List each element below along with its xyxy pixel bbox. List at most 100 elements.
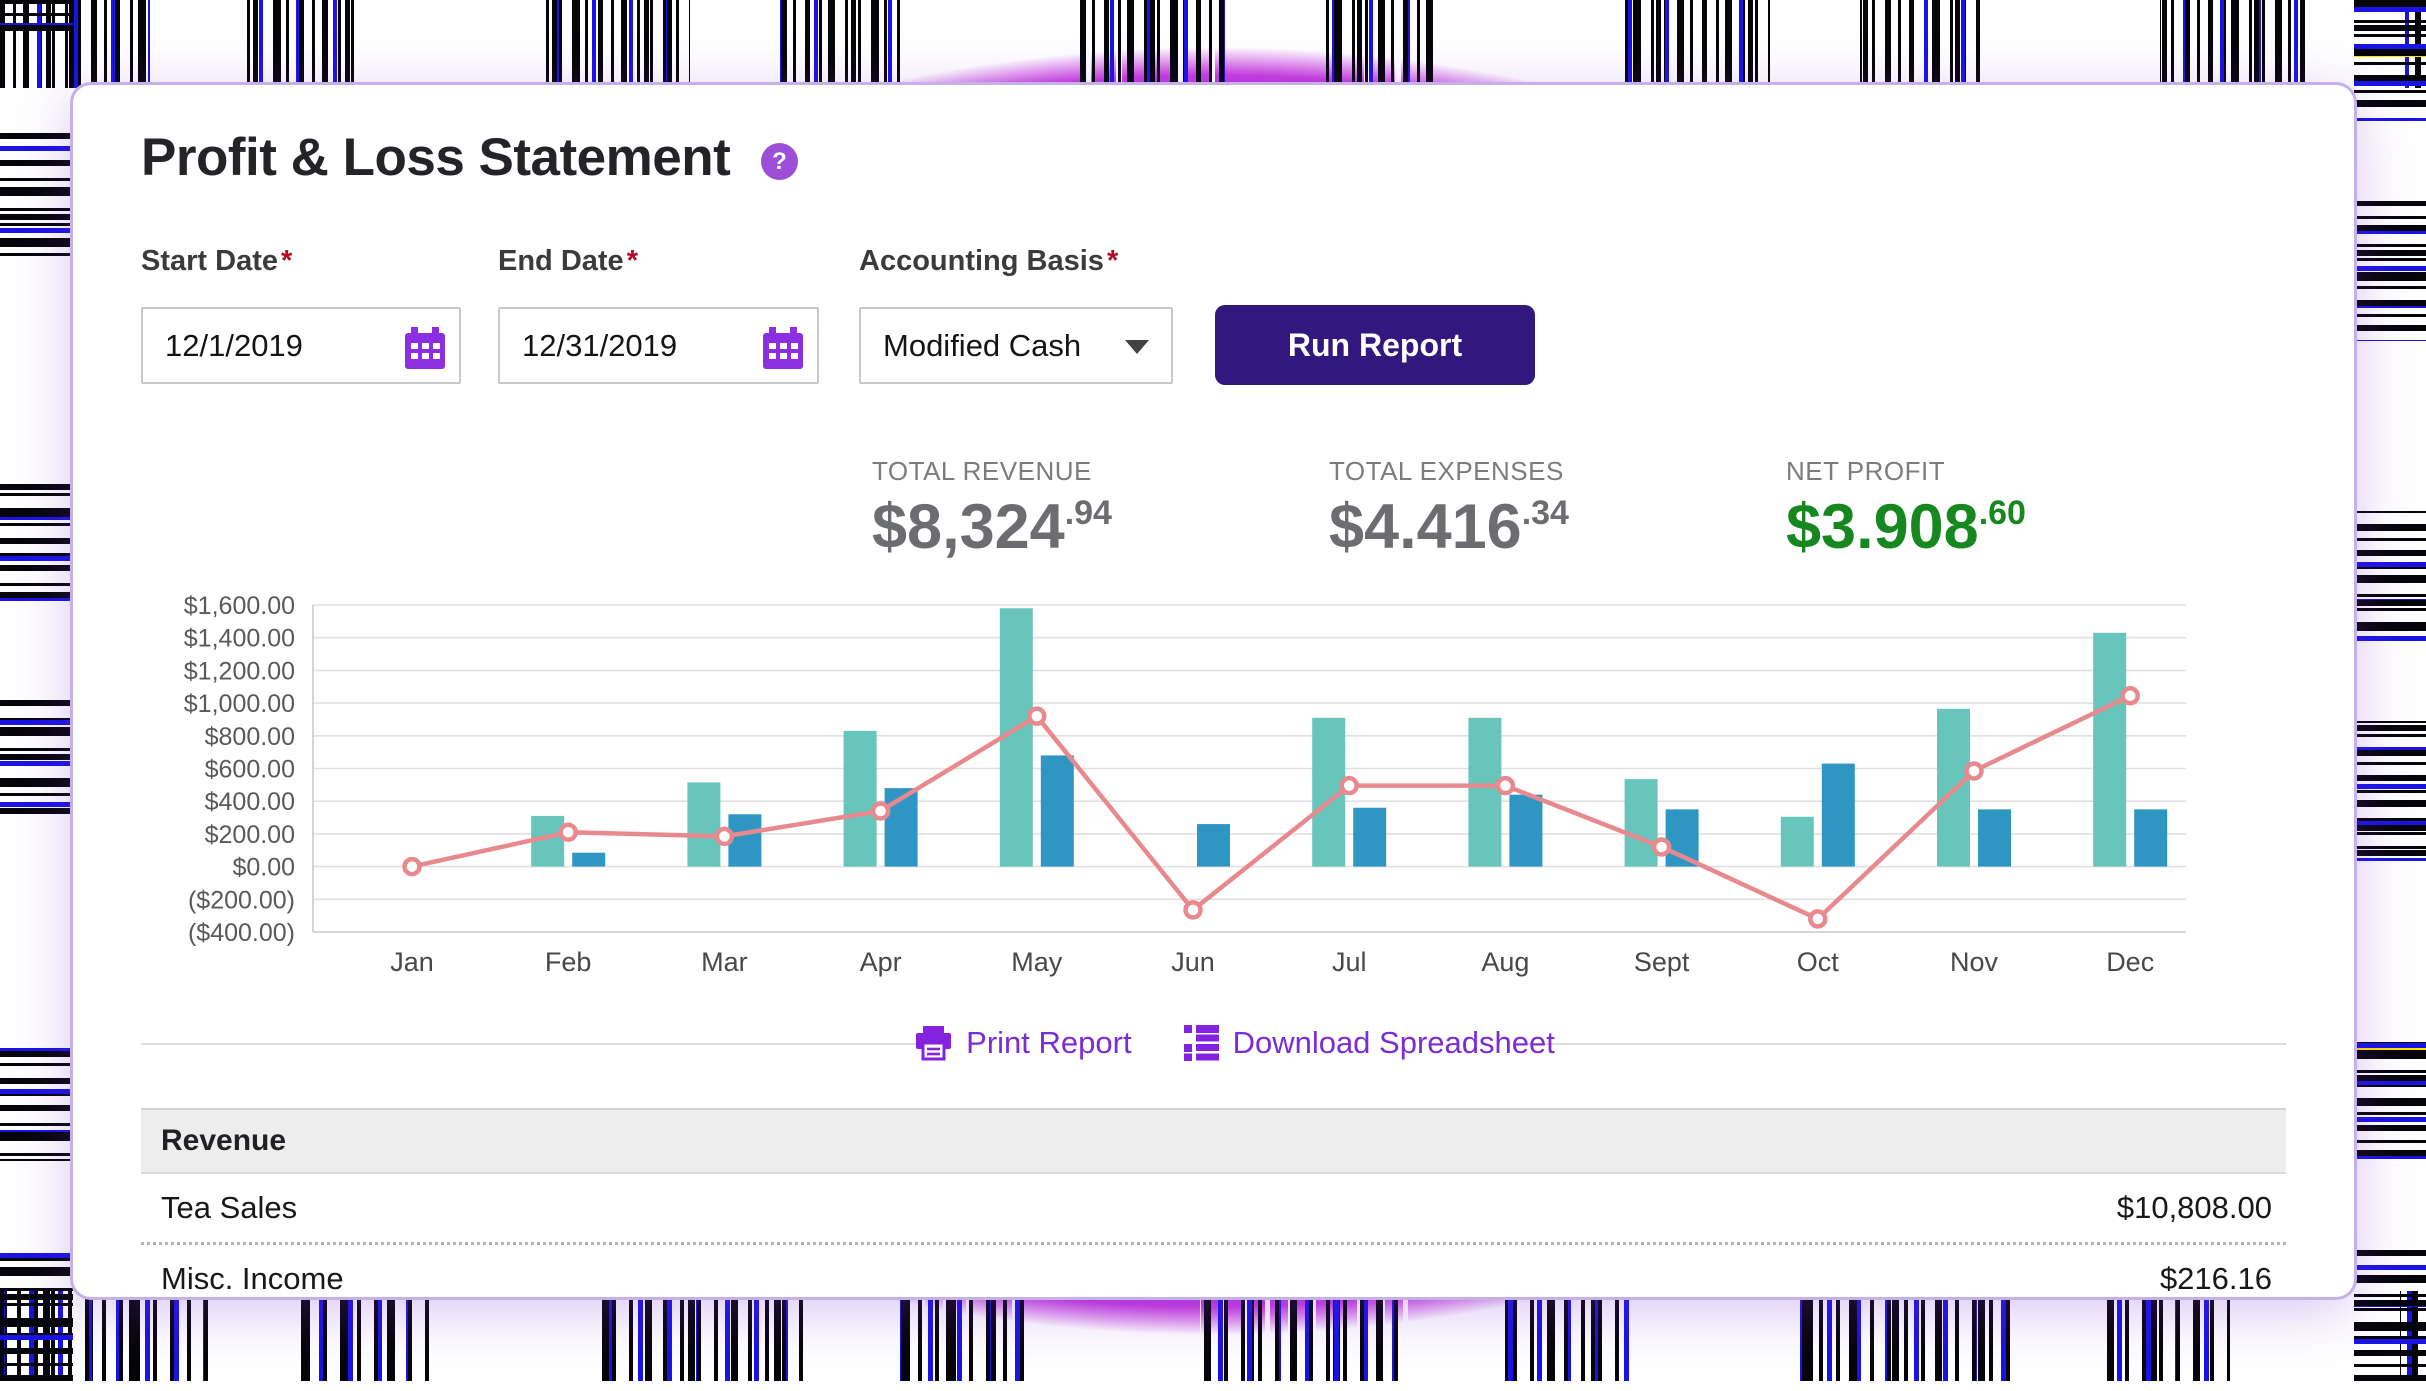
expenses-bar bbox=[1821, 763, 1855, 867]
run-report-button[interactable]: Run Report bbox=[1215, 305, 1535, 385]
revenue-bar bbox=[1624, 779, 1658, 867]
month-label: Dec bbox=[2106, 947, 2154, 977]
background-glitch-left bbox=[0, 0, 73, 1381]
net-profit-point bbox=[1339, 775, 1359, 796]
end-date-label-text: End Date bbox=[498, 245, 624, 277]
report-card: Profit & Loss Statement ? Start Date * En… bbox=[73, 85, 2354, 1297]
revenue-table-header: Revenue bbox=[141, 1108, 2286, 1174]
row-label: Misc. Income bbox=[161, 1261, 344, 1296]
print-report-label: Print Report bbox=[966, 1025, 1132, 1060]
month-label: Sept bbox=[1634, 947, 1690, 977]
table-row-divider bbox=[141, 1242, 2286, 1245]
total-expenses-cents: .34 bbox=[1521, 494, 1569, 532]
month-label: Nov bbox=[1950, 947, 1999, 977]
help-icon[interactable]: ? bbox=[761, 143, 798, 180]
start-date-field bbox=[141, 307, 461, 384]
net-profit-dollars: $3.908 bbox=[1786, 492, 1979, 562]
net-profit-point bbox=[714, 826, 735, 847]
download-spreadsheet-link[interactable]: Download Spreadsheet bbox=[1182, 1025, 1555, 1061]
end-date-label: End Date * bbox=[498, 245, 638, 278]
revenue-bar bbox=[1780, 816, 1814, 867]
net-profit-line bbox=[411, 693, 2132, 922]
expenses-bar bbox=[1509, 794, 1543, 867]
month-label: May bbox=[1011, 947, 1063, 977]
revenue-bar bbox=[687, 782, 721, 867]
start-date-label-text: Start Date bbox=[141, 245, 278, 277]
expenses-bar bbox=[884, 788, 918, 867]
y-axis-tick-label: $200.00 bbox=[205, 821, 295, 849]
month-label: Jan bbox=[390, 947, 434, 977]
page-title: Profit & Loss Statement bbox=[141, 128, 731, 187]
month-label: Jun bbox=[1171, 947, 1215, 977]
table-row: Tea Sales $10,808.00 bbox=[141, 1174, 2286, 1242]
net-profit-point bbox=[2120, 685, 2140, 706]
start-date-label: Start Date * bbox=[141, 245, 292, 278]
net-profit-point bbox=[1027, 706, 1047, 726]
row-value: $216.16 bbox=[2159, 1261, 2272, 1296]
y-axis-tick-label: ($400.00) bbox=[188, 919, 295, 947]
y-axis-tick-label: $1,600.00 bbox=[184, 592, 295, 620]
net-profit-point bbox=[558, 822, 578, 843]
calendar-icon[interactable] bbox=[763, 327, 803, 369]
total-revenue-dollars: $8,324 bbox=[872, 492, 1065, 562]
download-spreadsheet-label: Download Spreadsheet bbox=[1232, 1025, 1555, 1060]
net-profit-cents: .60 bbox=[1978, 494, 2026, 532]
total-expenses-amount: $4.416.34 bbox=[1329, 491, 1569, 563]
revenue-bar bbox=[843, 730, 877, 867]
required-asterisk: * bbox=[281, 245, 293, 277]
accounting-basis-select[interactable]: Modified Cash bbox=[859, 307, 1173, 384]
row-value: $10,808.00 bbox=[2116, 1190, 2272, 1225]
y-axis-tick-label: $400.00 bbox=[205, 788, 295, 816]
expenses-bar bbox=[2134, 809, 2168, 867]
y-axis-tick-label: ($200.00) bbox=[188, 886, 295, 914]
printer-icon bbox=[916, 1025, 952, 1060]
end-date-field bbox=[498, 307, 819, 384]
net-profit-point bbox=[1964, 761, 1984, 781]
profit-loss-chart: $1,600.00 $1,400.00 $1,200.00 $1,000.00 $800… bbox=[184, 592, 2186, 977]
expenses-bar bbox=[1353, 807, 1387, 867]
y-axis-tick-label: $0.00 bbox=[232, 854, 295, 882]
accounting-basis-label: Accounting Basis * bbox=[859, 245, 1118, 278]
revenue-table: Revenue Tea Sales $10,808.00 Misc. Incom… bbox=[141, 1108, 2286, 1297]
month-label: Aug bbox=[1481, 947, 1529, 977]
net-profit-point bbox=[1808, 909, 1828, 929]
accounting-basis-value: Modified Cash bbox=[883, 328, 1082, 363]
net-profit-point bbox=[1183, 900, 1203, 920]
y-axis-tick-label: $600.00 bbox=[205, 756, 295, 784]
spreadsheet-icon bbox=[1183, 1025, 1219, 1061]
revenue-bar bbox=[2093, 632, 2127, 867]
required-asterisk: * bbox=[1106, 245, 1119, 277]
expenses-bar bbox=[572, 852, 606, 867]
table-row: Misc. Income $216.16 bbox=[141, 1245, 2286, 1297]
net-profit-stat: NET PROFIT $3.908.60 bbox=[1786, 456, 2026, 563]
calendar-icon[interactable] bbox=[405, 327, 445, 369]
required-asterisk: * bbox=[626, 245, 638, 277]
y-axis-tick-label: $800.00 bbox=[205, 723, 295, 751]
expenses-bar bbox=[1197, 824, 1230, 867]
background-glitch-right bbox=[2354, 0, 2426, 1381]
month-label: Mar bbox=[701, 947, 748, 977]
y-axis-tick-label: $1,200.00 bbox=[184, 657, 295, 685]
month-label: Oct bbox=[1797, 947, 1840, 977]
y-axis-tick-label: $1,400.00 bbox=[184, 625, 295, 653]
net-profit-point bbox=[1651, 837, 1672, 857]
net-profit-point bbox=[402, 856, 422, 877]
total-revenue-cents: .94 bbox=[1064, 494, 1112, 532]
print-report-link[interactable]: Print Report bbox=[915, 1025, 1132, 1061]
month-label: Feb bbox=[545, 947, 592, 977]
expenses-bar bbox=[728, 814, 762, 867]
net-profit-amount: $3.908.60 bbox=[1786, 491, 2026, 563]
total-expenses-stat: TOTAL EXPENSES $4.416.34 bbox=[1329, 456, 1569, 563]
accounting-basis-label-text: Accounting Basis bbox=[859, 245, 1104, 277]
net-profit-label: NET PROFIT bbox=[1786, 456, 1946, 486]
total-revenue-amount: $8,324.94 bbox=[872, 491, 1112, 563]
net-profit-point bbox=[1495, 775, 1516, 796]
revenue-bar bbox=[1468, 717, 1502, 867]
month-label: Apr bbox=[860, 947, 902, 977]
expenses-bar bbox=[1978, 809, 2011, 867]
total-expenses-dollars: $4.416 bbox=[1329, 492, 1522, 562]
total-expenses-label: TOTAL EXPENSES bbox=[1329, 456, 1564, 486]
total-revenue-stat: TOTAL REVENUE $8,324.94 bbox=[872, 456, 1112, 563]
month-label: Jul bbox=[1332, 947, 1367, 977]
